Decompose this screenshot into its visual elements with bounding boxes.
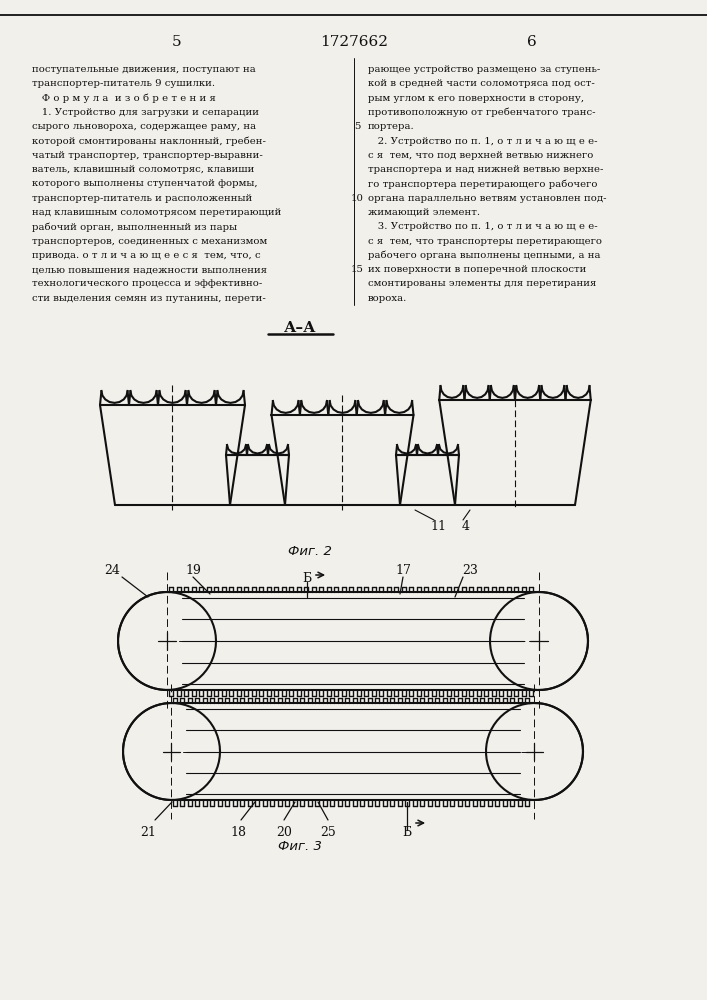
Text: кой в средней части соломотряса под ост-: кой в средней части соломотряса под ост- (368, 79, 595, 88)
Text: Б: Б (303, 572, 312, 585)
Text: 19: 19 (185, 564, 201, 577)
Text: технологического процесса и эффективно-: технологического процесса и эффективно- (32, 279, 262, 288)
Text: 15: 15 (351, 265, 363, 274)
Text: 3. Устройство по п. 1, о т л и ч а ю щ е е-: 3. Устройство по п. 1, о т л и ч а ю щ е… (368, 222, 597, 231)
Text: Ф о р м у л а  и з о б р е т е н и я: Ф о р м у л а и з о б р е т е н и я (32, 94, 216, 103)
Text: которой смонтированы наклонный, гребен-: которой смонтированы наклонный, гребен- (32, 136, 266, 146)
Text: 1. Устройство для загрузки и сепарации: 1. Устройство для загрузки и сепарации (32, 108, 259, 117)
Text: 6: 6 (527, 35, 537, 49)
Text: с я  тем, что под верхней ветвью нижнего: с я тем, что под верхней ветвью нижнего (368, 151, 593, 160)
Text: сырого льновороха, содержащее раму, на: сырого льновороха, содержащее раму, на (32, 122, 256, 131)
Text: А–А: А–А (284, 321, 316, 335)
Text: транспортера и над нижней ветвью верхне-: транспортера и над нижней ветвью верхне- (368, 165, 603, 174)
Text: органа параллельно ветвям установлен под-: органа параллельно ветвям установлен под… (368, 194, 607, 203)
Text: 10: 10 (351, 194, 363, 203)
Text: 1727662: 1727662 (320, 35, 388, 49)
Text: ватель, клавишный соломотряс, клавиши: ватель, клавишный соломотряс, клавиши (32, 165, 255, 174)
Text: 23: 23 (462, 564, 478, 577)
Text: 4: 4 (462, 520, 470, 533)
Text: го транспортера перетирающего рабочего: го транспортера перетирающего рабочего (368, 179, 597, 189)
Text: вороха.: вороха. (368, 294, 407, 303)
Text: 20: 20 (276, 826, 292, 839)
Text: Фиг. 3: Фиг. 3 (278, 840, 322, 853)
Text: над клавишным соломотрясом перетирающий: над клавишным соломотрясом перетирающий (32, 208, 281, 217)
Text: 2. Устройство по п. 1, о т л и ч а ю щ е е-: 2. Устройство по п. 1, о т л и ч а ю щ е… (368, 136, 597, 145)
Text: целью повышения надежности выполнения: целью повышения надежности выполнения (32, 265, 267, 274)
Text: транспортер-питатель и расположенный: транспортер-питатель и расположенный (32, 194, 252, 203)
Text: транспортеров, соединенных с механизмом: транспортеров, соединенных с механизмом (32, 237, 267, 246)
Text: чатый транспортер, транспортер-выравни-: чатый транспортер, транспортер-выравни- (32, 151, 263, 160)
Text: портера.: портера. (368, 122, 415, 131)
Text: рающее устройство размещено за ступень-: рающее устройство размещено за ступень- (368, 65, 600, 74)
Text: с я  тем, что транспортеры перетирающего: с я тем, что транспортеры перетирающего (368, 237, 602, 246)
Text: транспортер-питатель 9 сушилки.: транспортер-питатель 9 сушилки. (32, 79, 215, 88)
Text: их поверхности в поперечной плоскости: их поверхности в поперечной плоскости (368, 265, 586, 274)
Text: 18: 18 (230, 826, 246, 839)
Text: сти выделения семян из путанины, перети-: сти выделения семян из путанины, перети- (32, 294, 266, 303)
Text: 5: 5 (354, 122, 360, 131)
Text: жимающий элемент.: жимающий элемент. (368, 208, 480, 217)
Text: 11: 11 (430, 520, 446, 533)
Text: рабочего органа выполнены цепными, а на: рабочего органа выполнены цепными, а на (368, 251, 600, 260)
Text: рабочий орган, выполненный из пары: рабочий орган, выполненный из пары (32, 222, 237, 232)
Text: 24: 24 (104, 564, 120, 577)
Text: поступательные движения, поступают на: поступательные движения, поступают на (32, 65, 256, 74)
Text: Фиг. 2: Фиг. 2 (288, 545, 332, 558)
Text: 5: 5 (173, 35, 182, 49)
Text: 25: 25 (320, 826, 336, 839)
Text: противоположную от гребенчатого транс-: противоположную от гребенчатого транс- (368, 108, 595, 117)
Text: которого выполнены ступенчатой формы,: которого выполнены ступенчатой формы, (32, 179, 257, 188)
Text: Б: Б (402, 826, 411, 839)
Text: привода. о т л и ч а ю щ е е с я  тем, что, с: привода. о т л и ч а ю щ е е с я тем, чт… (32, 251, 261, 260)
Text: рым углом к его поверхности в сторону,: рым углом к его поверхности в сторону, (368, 94, 584, 103)
Text: 17: 17 (395, 564, 411, 577)
Text: 21: 21 (140, 826, 156, 839)
Text: смонтированы элементы для перетирания: смонтированы элементы для перетирания (368, 279, 596, 288)
